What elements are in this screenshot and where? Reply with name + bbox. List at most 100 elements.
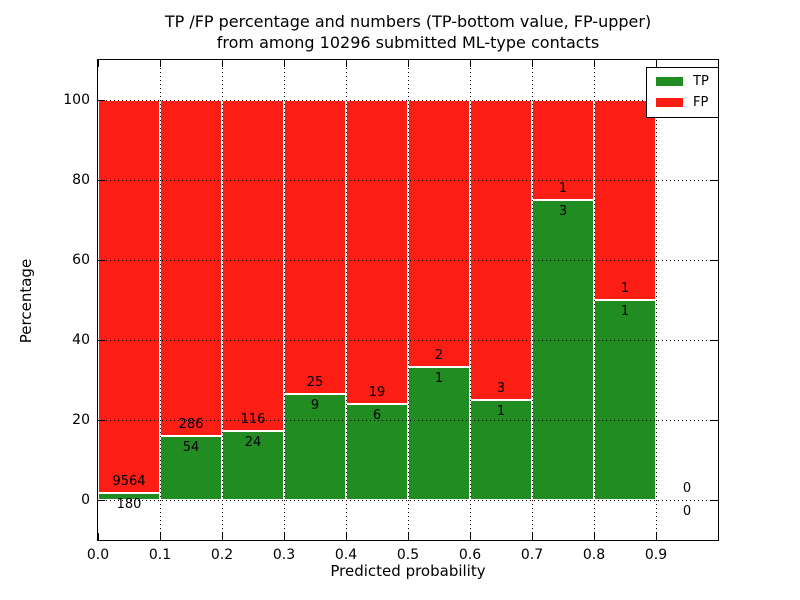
x-tick-mark bbox=[160, 60, 161, 67]
tp-count-label: 1 bbox=[496, 404, 506, 419]
x-tick-label: 0.9 bbox=[644, 547, 668, 563]
y-tick-mark bbox=[98, 100, 105, 101]
x-tick-mark bbox=[532, 533, 533, 540]
legend-entry-tp: TP bbox=[656, 75, 709, 88]
y-tick-label: 20 bbox=[72, 412, 90, 428]
y-tick-label: 80 bbox=[72, 172, 90, 188]
x-tick-mark bbox=[470, 533, 471, 540]
x-tick-label: 0.3 bbox=[272, 547, 296, 563]
y-tick-label: 100 bbox=[63, 92, 90, 108]
x-tick-label: 0.8 bbox=[582, 547, 606, 563]
fp-count-label: 3 bbox=[496, 381, 506, 396]
chart-title-line2: from among 10296 submitted ML-type conta… bbox=[216, 33, 600, 52]
fp-count-label: 286 bbox=[178, 417, 204, 433]
tp-count-label: 0 bbox=[682, 504, 692, 519]
x-tick-mark bbox=[222, 60, 223, 67]
y-tick-mark bbox=[711, 260, 718, 261]
y-tick-mark bbox=[711, 340, 718, 341]
tp-count-label: 3 bbox=[558, 204, 568, 219]
tp-count-label: 1 bbox=[620, 304, 630, 319]
bar-tp-segment bbox=[594, 300, 656, 500]
y-tick-label: 40 bbox=[72, 332, 90, 348]
x-tick-label: 0.5 bbox=[396, 547, 420, 563]
x-gridline bbox=[656, 60, 657, 540]
fp-count-label: 9564 bbox=[112, 473, 146, 489]
x-tick-label: 0.4 bbox=[334, 547, 358, 563]
x-tick-mark bbox=[656, 60, 657, 67]
x-tick-label: 0.0 bbox=[86, 547, 110, 563]
tp-count-label: 1 bbox=[434, 370, 444, 386]
x-tick-mark bbox=[470, 60, 471, 67]
y-tick-mark bbox=[98, 500, 105, 501]
bar-tp-segment bbox=[222, 431, 284, 500]
x-tick-mark bbox=[284, 60, 285, 67]
x-gridline bbox=[594, 60, 595, 540]
y-tick-mark bbox=[98, 420, 105, 421]
fp-count-label: 116 bbox=[240, 412, 266, 428]
x-tick-mark bbox=[98, 60, 99, 67]
bar-tp-segment bbox=[532, 200, 594, 500]
tp-count-label: 24 bbox=[244, 435, 262, 451]
y-tick-label: 0 bbox=[81, 492, 90, 508]
x-gridline bbox=[408, 60, 409, 540]
y-tick-mark bbox=[711, 180, 718, 181]
x-gridline bbox=[284, 60, 285, 540]
bar-fp-segment bbox=[284, 100, 346, 395]
bar-tp-segment bbox=[160, 436, 222, 500]
y-tick-mark bbox=[98, 260, 105, 261]
bar-tp-segment bbox=[284, 394, 346, 500]
bar-tp-segment bbox=[408, 366, 470, 500]
x-tick-mark bbox=[98, 533, 99, 540]
x-tick-mark bbox=[408, 60, 409, 67]
bar-tp-segment bbox=[98, 492, 160, 500]
bar-fp-segment bbox=[346, 100, 408, 404]
bar-fp-segment bbox=[98, 100, 160, 493]
tp-count-label: 54 bbox=[182, 440, 200, 456]
bar-fp-segment bbox=[222, 100, 284, 432]
x-tick-mark bbox=[594, 533, 595, 540]
x-tick-label: 0.1 bbox=[148, 547, 172, 563]
chart-title: TP /FP percentage and numbers (TP-bottom… bbox=[98, 11, 718, 53]
x-gridline bbox=[470, 60, 471, 540]
y-tick-mark bbox=[711, 420, 718, 421]
x-tick-mark bbox=[656, 533, 657, 540]
x-gridline bbox=[532, 60, 533, 540]
bar-fp-segment bbox=[594, 100, 656, 300]
legend-swatch-fp bbox=[656, 98, 683, 107]
x-tick-mark bbox=[222, 533, 223, 540]
chart-title-line1: TP /FP percentage and numbers (TP-bottom… bbox=[164, 12, 652, 31]
x-tick-label: 0.2 bbox=[210, 547, 234, 563]
x-tick-mark bbox=[346, 60, 347, 67]
x-tick-label: 0.6 bbox=[458, 547, 482, 563]
fp-count-label: 0 bbox=[682, 481, 692, 496]
x-gridline bbox=[346, 60, 347, 540]
bar-fp-segment bbox=[160, 100, 222, 437]
tp-count-label: 9 bbox=[310, 398, 320, 414]
bar-fp-segment bbox=[470, 100, 532, 400]
bar-tp-segment bbox=[470, 400, 532, 500]
x-tick-mark bbox=[284, 533, 285, 540]
fp-count-label: 1 bbox=[558, 181, 568, 196]
legend: TP FP bbox=[646, 67, 719, 118]
tp-count-label: 6 bbox=[372, 408, 382, 423]
x-gridline bbox=[160, 60, 161, 540]
x-tick-mark bbox=[408, 533, 409, 540]
bar-fp-segment bbox=[532, 100, 594, 200]
y-tick-mark bbox=[98, 180, 105, 181]
fp-count-label: 19 bbox=[368, 385, 386, 400]
x-tick-label: 0.7 bbox=[520, 547, 544, 563]
legend-label-tp: TP bbox=[693, 74, 709, 89]
fp-count-label: 1 bbox=[620, 281, 630, 296]
x-gridline bbox=[222, 60, 223, 540]
y-tick-mark bbox=[98, 340, 105, 341]
y-axis-label: Percentage bbox=[17, 258, 35, 344]
x-tick-mark bbox=[594, 60, 595, 67]
tp-count-label: 180 bbox=[116, 496, 142, 512]
legend-swatch-tp bbox=[656, 77, 683, 86]
x-tick-mark bbox=[346, 533, 347, 540]
fp-count-label: 2 bbox=[434, 347, 444, 363]
y-tick-label: 60 bbox=[72, 252, 90, 268]
legend-entry-fp: FP bbox=[656, 96, 709, 109]
x-tick-mark bbox=[160, 533, 161, 540]
